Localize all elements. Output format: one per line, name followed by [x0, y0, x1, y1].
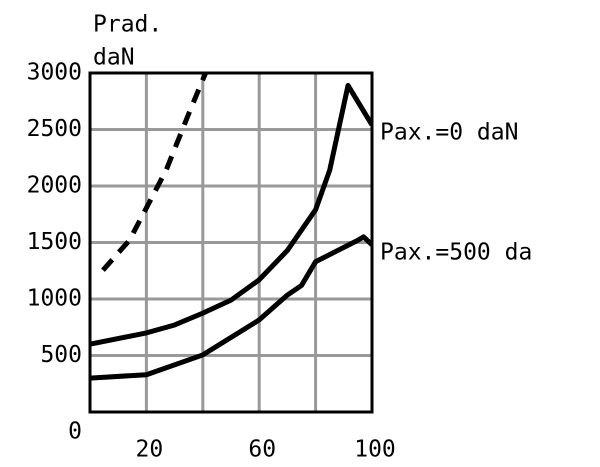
- y-tick-label: 500: [40, 342, 82, 368]
- x-tick-label: 20: [136, 437, 164, 463]
- data-line: [90, 234, 372, 381]
- y-axis-label: Prad.: [93, 12, 162, 38]
- y-tick-label: 1500: [27, 229, 82, 255]
- plot-area: [90, 73, 372, 381]
- y-tick-label: 1000: [27, 286, 82, 312]
- y-tick-label: 3000: [27, 60, 82, 86]
- y-tick-label: 2000: [27, 173, 82, 199]
- data-line: [90, 82, 372, 347]
- series-label: Pax.=0 daN: [380, 119, 518, 145]
- y-tick-label: 2500: [27, 116, 82, 142]
- x-tick-label: 0: [68, 419, 82, 445]
- series-label: Pax.=500 da: [380, 239, 532, 265]
- x-tick-label: 60: [248, 437, 276, 463]
- y-axis-label: daN: [93, 45, 135, 71]
- x-tick-label: 100: [354, 437, 396, 463]
- data-line: [101, 73, 208, 272]
